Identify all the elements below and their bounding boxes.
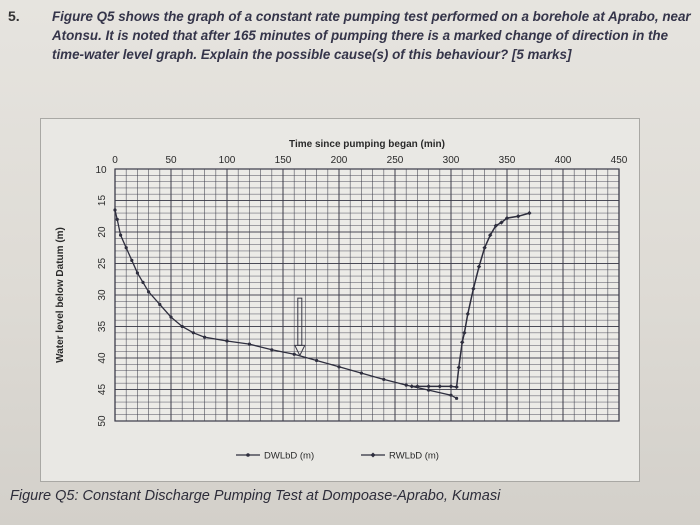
x-tick-label: 150	[275, 155, 292, 166]
data-point-rwlbd	[456, 365, 462, 370]
data-point-dwlbd	[247, 342, 251, 346]
data-point-rwlbd	[493, 223, 498, 228]
data-point-dwlbd	[382, 377, 386, 382]
question-number: 5.	[8, 8, 20, 24]
data-point-dwlbd	[270, 348, 274, 352]
data-point-rwlbd	[471, 286, 476, 291]
data-point-rwlbd	[415, 384, 420, 389]
data-point-rwlbd	[499, 220, 504, 225]
data-point-dwlbd	[158, 302, 162, 307]
x-tick-label: 400	[555, 155, 572, 166]
chart-title: Time since pumping began (min)	[289, 139, 445, 150]
data-point-dwlbd	[113, 208, 117, 212]
data-point-dwlbd	[191, 331, 195, 335]
y-tick-label: 10	[95, 165, 107, 176]
data-point-dwlbd	[455, 396, 459, 400]
x-tick-label: 350	[499, 155, 516, 166]
data-point-dwlbd	[119, 233, 123, 237]
x-tick-label: 300	[443, 155, 460, 166]
data-point-rwlbd	[426, 384, 431, 389]
x-tick-label: 50	[165, 155, 177, 166]
data-point-dwlbd	[203, 335, 207, 339]
data-point-dwlbd	[180, 324, 184, 329]
y-tick-label: 15	[97, 195, 108, 207]
data-point-rwlbd	[448, 384, 454, 389]
y-tick-label: 50	[97, 415, 108, 427]
data-point-dwlbd	[130, 258, 134, 262]
pumping-test-chart: Time since pumping began (min) 0 50 100 150 2…	[55, 139, 628, 462]
y-axis-label: Water level below Datum (m)	[55, 227, 66, 363]
question-text: Figure Q5 shows the graph of a constant …	[52, 9, 691, 62]
y-tick-label: 45	[97, 384, 108, 396]
x-tick-label: 450	[611, 155, 628, 166]
data-point-dwlbd	[124, 246, 128, 250]
y-tick-label: 35	[97, 321, 108, 333]
data-point-dwlbd	[337, 365, 341, 369]
figure-caption: Figure Q5: Constant Discharge Pumping Te…	[10, 488, 501, 504]
data-point-rwlbd	[460, 340, 465, 345]
data-point-dwlbd	[292, 352, 296, 356]
data-point-dwlbd	[225, 339, 229, 343]
data-point-rwlbd	[465, 311, 470, 317]
data-point-dwlbd	[427, 388, 431, 392]
legend-label-rwlbd: RWLbD (m)	[389, 451, 439, 462]
y-tick-label: 25	[97, 258, 108, 270]
annotation-arrow-head	[293, 344, 306, 357]
data-point-rwlbd	[437, 384, 442, 389]
data-point-dwlbd	[404, 383, 408, 387]
data-point-rwlbd	[454, 384, 459, 390]
data-point-dwlbd	[169, 315, 173, 319]
data-point-rwlbd	[527, 210, 532, 216]
data-point-rwlbd	[409, 384, 414, 389]
y-tick-label: 40	[97, 352, 108, 364]
data-point-dwlbd	[115, 217, 119, 221]
x-tick-label: 200	[331, 155, 348, 166]
data-point-rwlbd	[462, 330, 467, 335]
data-point-dwlbd	[147, 290, 151, 294]
x-tick-label: 100	[219, 155, 236, 166]
x-tick-label: 250	[387, 155, 404, 166]
legend-label-dwlbd: DWLbD (m)	[264, 451, 314, 462]
data-point-rwlbd	[476, 264, 482, 269]
x-tick-label: 0	[112, 155, 118, 166]
data-point-dwlbd	[141, 280, 145, 284]
legend-marker-rwlbd	[370, 452, 376, 458]
data-point-rwlbd	[488, 232, 493, 238]
data-point-dwlbd	[315, 358, 319, 363]
legend-marker-dwlbd	[246, 453, 250, 457]
data-point-rwlbd	[504, 215, 510, 221]
data-point-dwlbd	[449, 393, 453, 397]
data-point-dwlbd	[135, 271, 139, 275]
chart-frame: Time since pumping began (min) 0 50 100 150 2…	[40, 118, 640, 482]
data-point-dwlbd	[359, 371, 363, 375]
y-tick-label: 20	[97, 226, 108, 238]
y-tick-label: 30	[97, 289, 108, 301]
